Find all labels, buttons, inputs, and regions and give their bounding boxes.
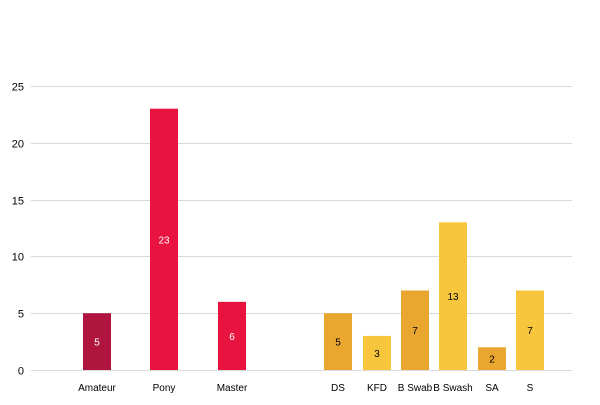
bar (324, 313, 352, 370)
data-label: 13 (447, 292, 459, 303)
y-tick-label: 25 (12, 82, 24, 94)
y-tick-label: 20 (12, 139, 24, 151)
bar (83, 313, 111, 370)
x-tick-label: Master (217, 383, 248, 394)
x-tick-label: SA (485, 383, 499, 394)
data-label: 23 (158, 235, 170, 246)
bar (363, 335, 391, 370)
x-tick-label: Amateur (78, 383, 116, 394)
x-tick-label: KFD (367, 383, 387, 394)
data-label: 7 (527, 326, 533, 337)
data-label: 5 (94, 338, 100, 349)
data-label: 2 (489, 355, 495, 366)
data-label: 5 (335, 338, 341, 349)
grid-layer (31, 86, 572, 371)
y-tick-label: 15 (12, 196, 24, 208)
label-layer: 5 23 6 5 3 7 13 2 7 (94, 235, 533, 365)
bar (439, 222, 467, 370)
data-label: 7 (412, 326, 418, 337)
bar (478, 347, 506, 370)
bar (150, 108, 178, 370)
y-tick-label: 5 (18, 309, 24, 321)
x-tick-label: Pony (153, 383, 176, 394)
y-tick-label: 0 (18, 366, 24, 378)
y-tick-label: 10 (12, 252, 24, 264)
data-label: 3 (374, 349, 380, 360)
x-tick-label: DS (331, 383, 345, 394)
x-tick-label: B Swab (398, 383, 433, 394)
x-tick-label: B Swash (433, 383, 472, 394)
bar-layer (83, 108, 544, 370)
bar (218, 301, 246, 370)
data-label: 6 (229, 332, 235, 343)
x-tick-label: S (527, 383, 534, 394)
bar (516, 290, 544, 370)
bar (401, 290, 429, 370)
